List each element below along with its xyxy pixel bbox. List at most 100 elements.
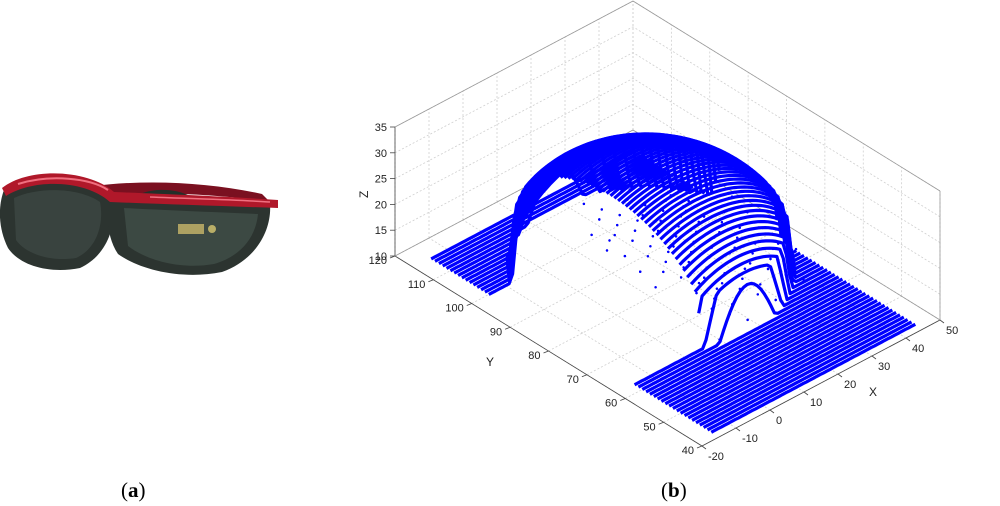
point-cloud-point <box>631 239 634 242</box>
point-cloud-point <box>720 221 724 224</box>
point-cloud-point <box>669 194 672 197</box>
panel-label-a: (a) <box>121 478 146 502</box>
point-cloud-point <box>774 298 777 302</box>
grid-line-z-side <box>632 78 941 269</box>
point-cloud-point <box>697 281 701 285</box>
point-cloud-point <box>705 205 708 208</box>
point-cloud-point <box>608 239 611 242</box>
y-tick-label: 110 <box>408 279 426 291</box>
point-cloud-row <box>655 189 794 252</box>
box-edge-top-back <box>394 0 634 128</box>
point-cloud-row <box>679 303 886 415</box>
y-tick-mark <box>504 326 511 330</box>
point-cloud <box>430 132 917 434</box>
point-cloud-point <box>710 307 714 310</box>
point-cloud-point <box>661 209 665 212</box>
y-tick-mark <box>581 374 588 378</box>
point-cloud-3d-chart: -20-100102030405040506070809010011012010… <box>357 0 959 460</box>
point-cloud-point <box>662 270 665 274</box>
point-cloud-point <box>677 225 680 228</box>
point-cloud-row <box>683 306 890 418</box>
point-cloud-row <box>693 246 832 296</box>
point-cloud-point <box>713 297 716 300</box>
point-cloud-row <box>691 310 897 422</box>
point-cloud-point <box>636 219 639 222</box>
point-cloud-point <box>731 303 734 306</box>
point-cloud-row <box>660 291 867 403</box>
y-tick-label: 70 <box>567 374 579 386</box>
point-cloud-point <box>582 202 586 206</box>
grid-line-z-side <box>632 52 941 243</box>
point-cloud-point <box>769 257 772 261</box>
point-cloud-point <box>605 249 609 252</box>
point-cloud-point <box>674 235 678 238</box>
point-cloud-row <box>441 156 648 268</box>
point-cloud-point <box>695 291 698 295</box>
point-cloud-row <box>430 149 636 261</box>
point-cloud-row <box>699 315 905 427</box>
point-cloud-point <box>616 223 619 227</box>
point-cloud-row <box>633 263 840 387</box>
grid-line-z-back <box>394 26 634 154</box>
point-cloud-point <box>738 226 741 229</box>
point-cloud-row <box>449 149 656 273</box>
x-tick-label: 0 <box>776 415 782 427</box>
y-tick-mark <box>543 350 549 354</box>
point-cloud-point <box>672 184 675 187</box>
point-cloud-point <box>687 260 690 264</box>
point-cloud-point <box>654 286 657 289</box>
point-cloud-point <box>703 276 706 279</box>
point-cloud-point <box>646 255 650 258</box>
y-tick-label: 90 <box>490 326 502 338</box>
y-tick-label: 100 <box>445 303 463 315</box>
point-cloud-point <box>766 267 770 271</box>
point-cloud-point <box>700 271 703 275</box>
point-cloud-point <box>728 313 731 316</box>
sunglasses-photo <box>0 173 278 275</box>
panel-label-b: (b) <box>661 478 687 502</box>
axis-ticks: -20-100102030405040506070809010011012010… <box>369 122 959 460</box>
z-tick-label: 20 <box>375 199 387 211</box>
point-cloud-point <box>613 233 616 237</box>
x-tick-label: 50 <box>946 325 958 337</box>
point-cloud-point <box>802 279 805 282</box>
y-tick-label: 60 <box>605 398 617 410</box>
y-tick-mark <box>696 445 703 449</box>
x-tick-label: -10 <box>742 433 758 445</box>
point-cloud-row <box>649 284 855 396</box>
y-tick-label: 40 <box>682 445 694 457</box>
point-cloud-point <box>748 262 752 265</box>
y-tick-mark <box>620 398 626 401</box>
point-cloud-point <box>672 245 675 248</box>
point-cloud-point <box>687 199 690 203</box>
point-cloud-point <box>600 208 603 211</box>
point-cloud-row <box>706 320 913 432</box>
point-cloud-point <box>738 287 742 291</box>
x-tick-mark <box>701 445 707 450</box>
x-tick-mark <box>803 391 809 396</box>
x-tick-label: 10 <box>810 397 822 409</box>
panel-letter-b: b <box>668 478 680 502</box>
x-tick-label: -20 <box>708 451 724 460</box>
point-cloud-row <box>668 296 874 408</box>
point-cloud-row <box>653 287 859 399</box>
point-cloud-row <box>445 158 652 270</box>
z-axis-label: Z <box>357 191 371 198</box>
point-cloud-row <box>656 289 863 401</box>
x-tick-mark <box>905 337 911 342</box>
point-cloud-point <box>743 267 747 270</box>
grid-line-y-floor <box>509 200 749 328</box>
point-cloud-point <box>590 233 593 237</box>
point-cloud-point <box>753 242 757 245</box>
y-axis-label: Y <box>486 355 494 369</box>
point-cloud-point <box>761 226 764 230</box>
point-cloud-point <box>756 293 759 296</box>
y-tick-label: 50 <box>643 421 655 433</box>
point-cloud-point <box>728 252 731 255</box>
point-cloud-point <box>723 272 726 275</box>
point-cloud-row <box>664 294 871 406</box>
point-cloud-point <box>787 263 790 266</box>
point-cloud-point <box>725 262 729 265</box>
point-cloud-point <box>644 204 647 207</box>
y-tick-mark <box>428 279 434 283</box>
